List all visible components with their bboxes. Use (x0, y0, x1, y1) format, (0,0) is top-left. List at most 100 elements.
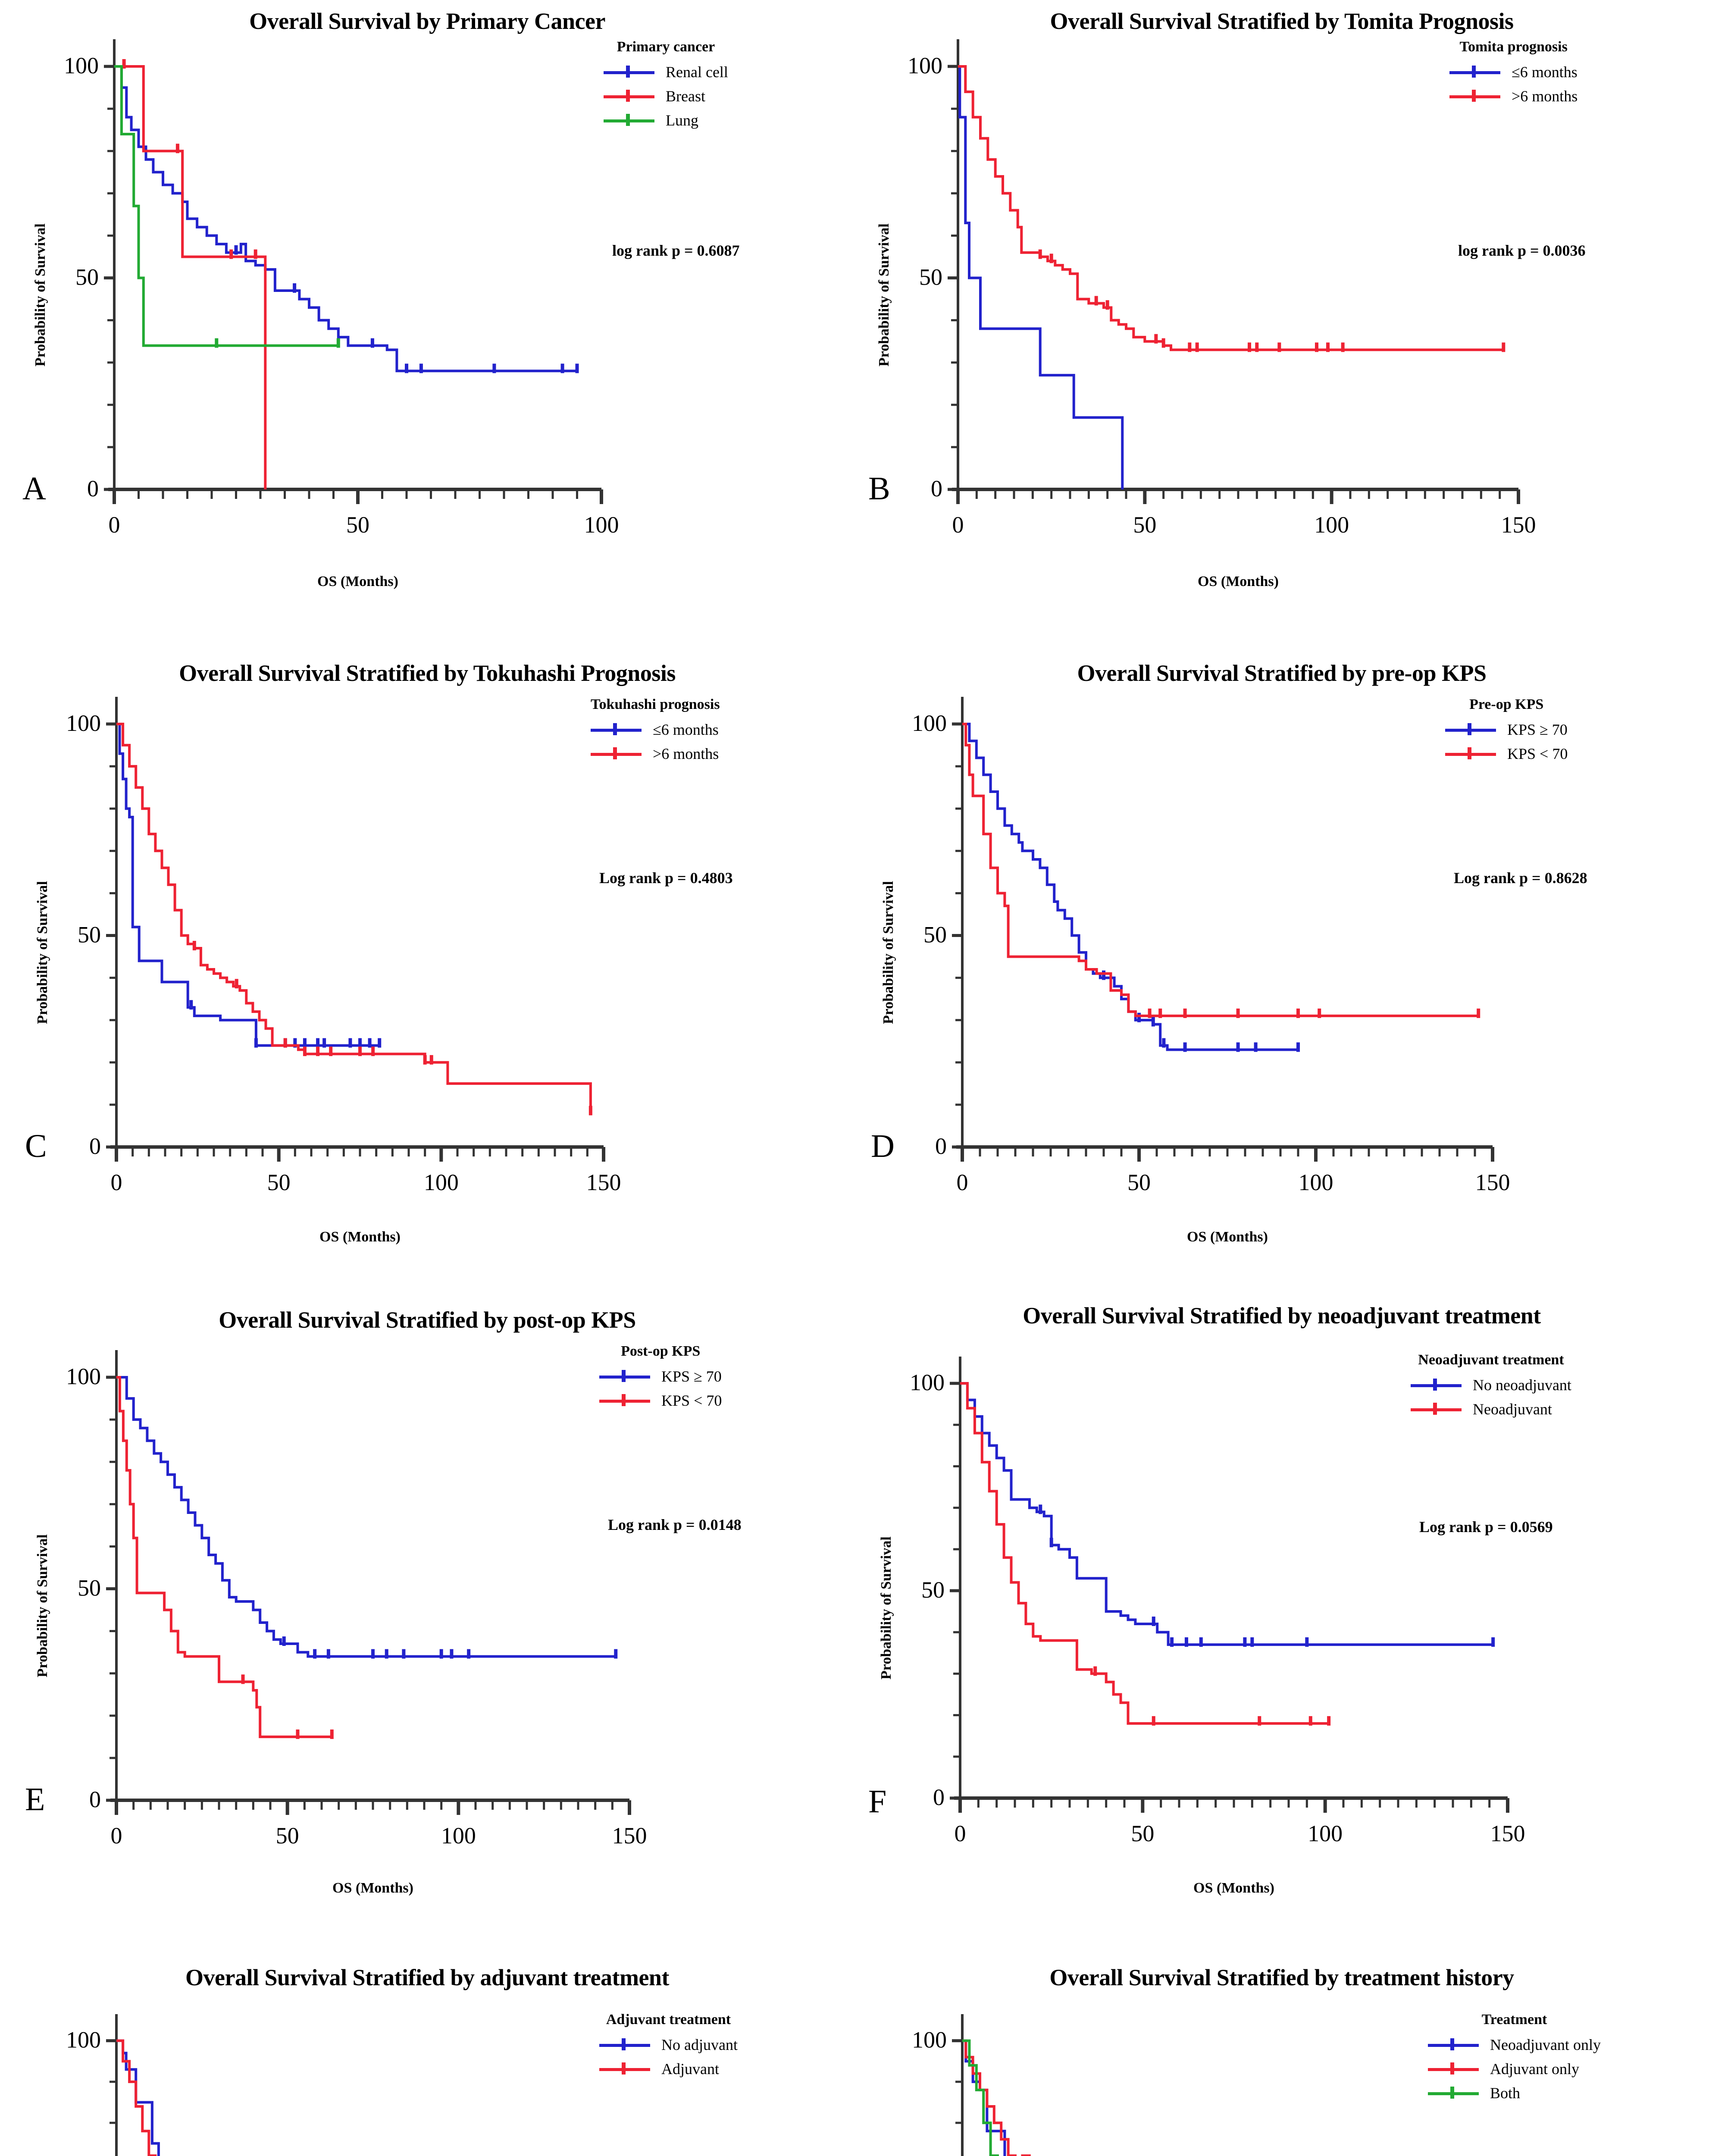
svg-text:150: 150 (1501, 512, 1536, 538)
svg-text:50: 50 (346, 512, 369, 538)
legend: Adjuvant treatment No adjuvant Adjuvant (599, 2012, 738, 2084)
legend-label: ≤6 months (653, 721, 719, 738)
svg-text:50: 50 (921, 1577, 945, 1603)
legend-line-icon (604, 66, 654, 78)
legend-item[interactable]: Both (1428, 2084, 1601, 2102)
panel-f: Overall Survival Stratified by neoadjuva… (854, 1272, 1709, 1919)
svg-text:0: 0 (957, 1169, 968, 1195)
legend-item[interactable]: Renal cell (604, 63, 728, 81)
svg-text:50: 50 (78, 1575, 101, 1601)
log-rank-pvalue: log rank p = 0.0036 (1458, 242, 1586, 259)
legend-title: Post-op KPS (621, 1343, 701, 1359)
legend-item[interactable]: Adjuvant (599, 2060, 738, 2078)
legend-item[interactable]: ≤6 months (1449, 63, 1578, 81)
legend: Post-op KPS KPS ≥ 70 KPS < 70 (599, 1343, 722, 1416)
legend-label: Both (1490, 2084, 1521, 2102)
svg-text:0: 0 (109, 512, 120, 538)
svg-text:0: 0 (87, 476, 99, 501)
svg-text:50: 50 (78, 922, 101, 948)
legend-line-icon (1445, 747, 1496, 760)
legend-line-icon (604, 114, 654, 127)
legend-item[interactable]: Neoadjuvant (1411, 1400, 1571, 1418)
svg-text:100: 100 (441, 1823, 476, 1849)
svg-text:50: 50 (1127, 1169, 1151, 1195)
survival-curve (116, 1376, 616, 1658)
panel-b: Overall Survival Stratified by Tomita Pr… (854, 0, 1709, 625)
svg-text:100: 100 (912, 2027, 947, 2053)
legend-item[interactable]: Neoadjuvant only (1428, 2036, 1601, 2054)
legend-title: Tomita prognosis (1459, 39, 1568, 55)
survival-curve (958, 65, 1124, 489)
legend-item[interactable]: ≤6 months (591, 721, 720, 739)
legend-item[interactable]: Breast (604, 87, 728, 105)
svg-text:50: 50 (923, 922, 947, 948)
x-axis-label: OS (Months) (1198, 573, 1279, 589)
panel-title: Overall Survival Stratified by Tomita Pr… (1050, 8, 1514, 34)
legend-line-icon (599, 2062, 650, 2075)
svg-text:50: 50 (267, 1169, 291, 1195)
svg-text:0: 0 (931, 476, 942, 501)
legend-label: Renal cell (666, 63, 728, 81)
legend: Pre-op KPS KPS ≥ 70 KPS < 70 (1445, 696, 1568, 769)
log-rank-pvalue: Log rank p = 0.4803 (599, 869, 733, 887)
legend-item[interactable]: No neoadjuvant (1411, 1376, 1571, 1394)
svg-text:100: 100 (66, 1363, 101, 1389)
survival-curve (116, 723, 380, 1047)
legend-label: No neoadjuvant (1473, 1376, 1571, 1394)
log-rank-pvalue: Log rank p = 0.0569 (1419, 1518, 1553, 1536)
svg-text:0: 0 (935, 1133, 947, 1159)
svg-text:0: 0 (955, 1821, 966, 1846)
x-axis-label: OS (Months) (1187, 1229, 1268, 1245)
legend-item[interactable]: >6 months (1449, 87, 1578, 105)
panel-letter: A (22, 470, 46, 507)
survival-curve (116, 2039, 160, 2156)
legend-item[interactable]: KPS ≥ 70 (599, 1367, 722, 1385)
legend-item[interactable]: Adjuvant only (1428, 2060, 1601, 2078)
svg-text:150: 150 (1475, 1169, 1510, 1195)
log-rank-pvalue: Log rank p = 0.8628 (1454, 869, 1587, 887)
legend-title: Adjuvant treatment (606, 2012, 731, 2028)
svg-text:0: 0 (111, 1823, 122, 1849)
legend-line-icon (591, 723, 642, 736)
legend-line-icon (1445, 723, 1496, 736)
legend-label: Neoadjuvant only (1490, 2036, 1601, 2053)
legend-label: KPS < 70 (661, 1392, 722, 1409)
svg-text:0: 0 (111, 1169, 122, 1195)
svg-text:100: 100 (1314, 512, 1349, 538)
survival-curve (958, 65, 1504, 351)
legend-line-icon (1411, 1403, 1462, 1416)
survival-curve (962, 723, 1479, 1017)
legend-title: Neoadjuvant treatment (1418, 1352, 1564, 1368)
legend-label: >6 months (1512, 88, 1578, 105)
svg-text:100: 100 (1299, 1169, 1333, 1195)
legend-item[interactable]: >6 months (591, 745, 720, 763)
legend-label: Adjuvant only (1490, 2060, 1579, 2078)
svg-text:100: 100 (912, 710, 947, 736)
legend-item[interactable]: Lung (604, 111, 728, 129)
panel-letter: B (868, 470, 890, 507)
legend-line-icon (599, 2038, 650, 2051)
panel-letter: F (868, 1783, 887, 1820)
survival-curve (960, 1382, 1493, 1646)
legend: Tokuhashi prognosis ≤6 months >6 months (591, 696, 720, 769)
legend-title: Tokuhashi prognosis (591, 696, 720, 712)
legend-item[interactable]: KPS < 70 (1445, 745, 1568, 763)
legend-item[interactable]: KPS < 70 (599, 1391, 722, 1410)
legend-line-icon (1449, 90, 1500, 103)
svg-text:100: 100 (910, 1369, 945, 1395)
panel-title: Overall Survival Stratified by neoadjuva… (1023, 1303, 1541, 1329)
legend-line-icon (1428, 2038, 1479, 2051)
legend-item[interactable]: No adjuvant (599, 2036, 738, 2054)
survival-curve (960, 1382, 1329, 1725)
svg-text:50: 50 (919, 264, 942, 290)
y-axis-label: Probability of Survival (34, 881, 50, 1024)
legend-line-icon (604, 90, 654, 103)
legend-item[interactable]: KPS ≥ 70 (1445, 721, 1568, 739)
legend-label: Neoadjuvant (1473, 1401, 1552, 1418)
legend-label: Breast (666, 88, 705, 105)
y-axis-label: Probability of Survival (32, 223, 48, 367)
